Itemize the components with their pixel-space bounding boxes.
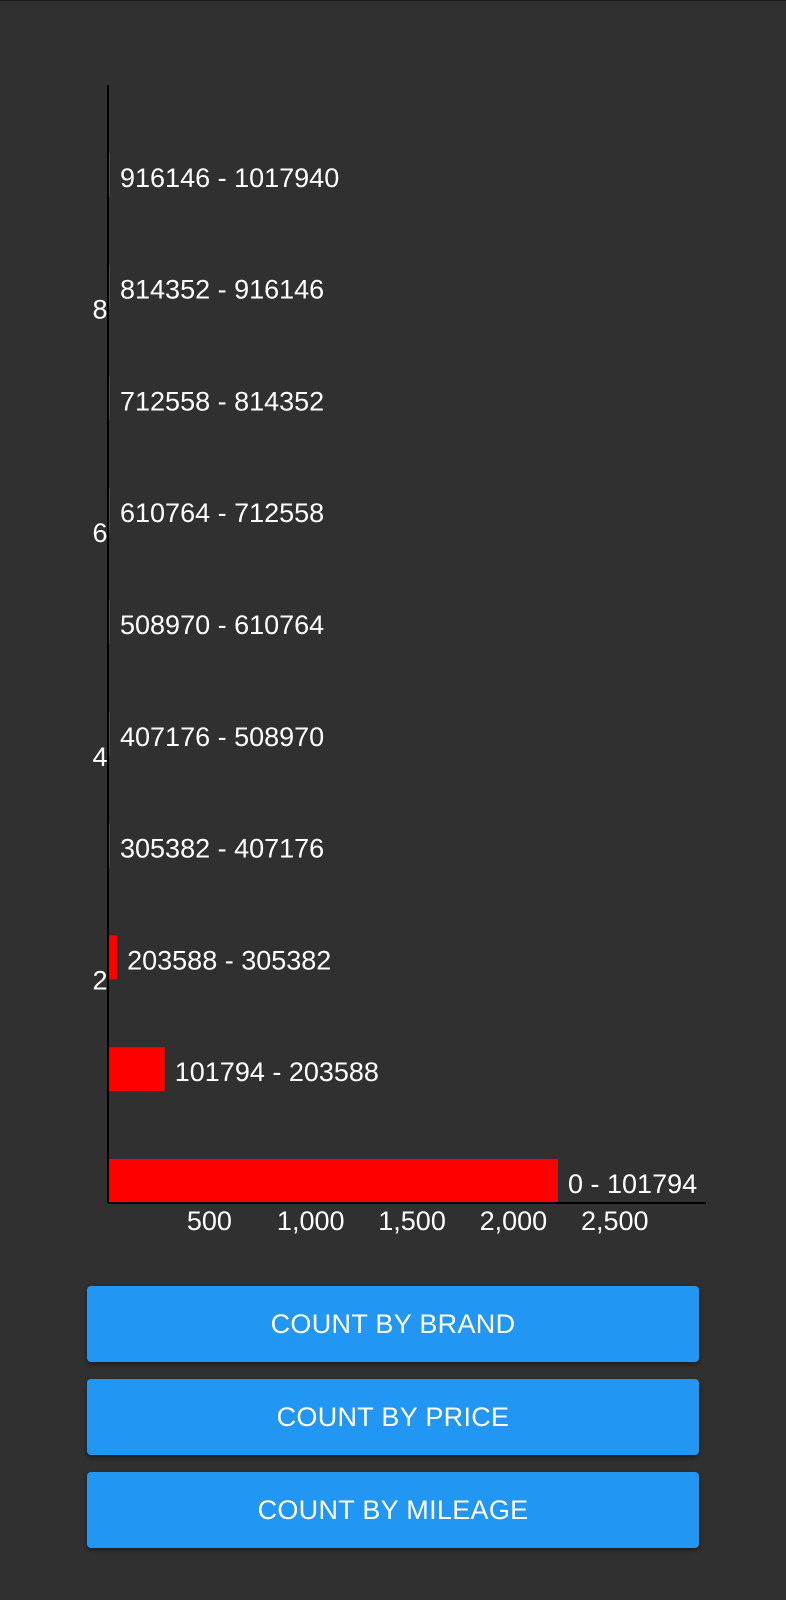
bar-label: 610764 - 712558 xyxy=(120,498,324,528)
bar-label: 0 - 101794 xyxy=(568,1169,697,1199)
bar-label: 712558 - 814352 xyxy=(120,386,324,416)
bar-label: 101794 - 203588 xyxy=(175,1057,379,1087)
bar-label: 407176 - 508970 xyxy=(120,722,324,752)
bar-label: 305382 - 407176 xyxy=(120,834,324,864)
count-by-brand-button[interactable]: COUNT BY BRAND xyxy=(87,1286,699,1362)
y-tick-label: 8 xyxy=(92,295,107,325)
x-tick-label: 2,500 xyxy=(581,1206,649,1236)
bar xyxy=(108,935,118,980)
bar-label: 508970 - 610764 xyxy=(120,610,324,640)
count-by-mileage-button[interactable]: COUNT BY MILEAGE xyxy=(87,1472,699,1548)
x-tick-label: 1,000 xyxy=(277,1206,345,1236)
x-tick-label: 500 xyxy=(187,1206,232,1236)
mileage-bar-chart: 0 - 101794 101794 - 203588 203588 - 305382… xyxy=(92,85,706,1236)
count-by-price-button[interactable]: COUNT BY PRICE xyxy=(87,1379,699,1455)
y-tick-label: 6 xyxy=(92,518,107,548)
y-tick-label: 2 xyxy=(92,965,107,995)
y-tick-label: 4 xyxy=(92,742,107,772)
chart-bars xyxy=(108,152,559,1203)
bar-label: 916146 - 1017940 xyxy=(120,163,339,193)
y-axis-tick-labels: 2 4 6 8 xyxy=(92,295,107,996)
bar xyxy=(108,1159,559,1203)
x-tick-label: 2,000 xyxy=(480,1206,548,1236)
x-axis-tick-labels: 500 1,000 1,500 2,000 2,500 xyxy=(187,1206,649,1236)
bar xyxy=(108,1047,165,1092)
bar-label: 814352 - 916146 xyxy=(120,275,324,305)
status-divider xyxy=(0,0,786,1)
x-tick-label: 1,500 xyxy=(378,1206,446,1236)
chart-bar-labels: 0 - 101794 101794 - 203588 203588 - 305382… xyxy=(120,163,697,1199)
bar-label: 203588 - 305382 xyxy=(127,945,331,975)
